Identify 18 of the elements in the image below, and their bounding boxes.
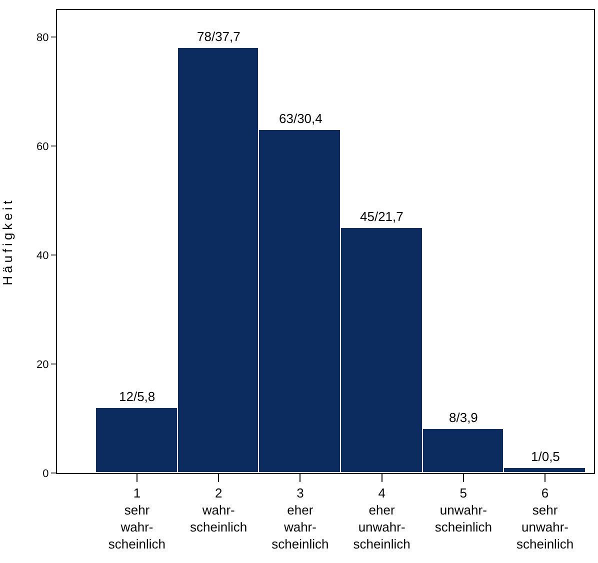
y-tick-label: 20 (36, 358, 49, 371)
x-tick-label: 3 eher wahr- scheinlich (272, 486, 329, 552)
data-label: 45/21,7 (360, 209, 404, 224)
x-tick-label: 4 eher unwahr- scheinlich (353, 486, 410, 552)
y-tick-label: 0 (42, 468, 49, 480)
y-tick-label: 60 (36, 141, 49, 154)
x-tick-label: 2 wahr- scheinlich (190, 486, 248, 534)
x-tick-label: 5 unwahr- scheinlich (434, 486, 492, 534)
x-tick-label: 6 sehr unwahr- scheinlich (516, 486, 574, 552)
y-axis-title: Häufigkeit (0, 198, 15, 286)
data-label: 63/30,4 (279, 111, 322, 126)
x-tick-label: 1 sehr wahr- scheinlich (108, 486, 166, 552)
data-label: 78/37,7 (197, 29, 240, 44)
y-tick-label: 80 (36, 32, 49, 44)
y-tick-label: 40 (36, 250, 49, 262)
data-label: 8/3,9 (449, 410, 478, 425)
data-label: 1/0,5 (531, 449, 560, 464)
data-label: 12/5,8 (119, 389, 156, 404)
